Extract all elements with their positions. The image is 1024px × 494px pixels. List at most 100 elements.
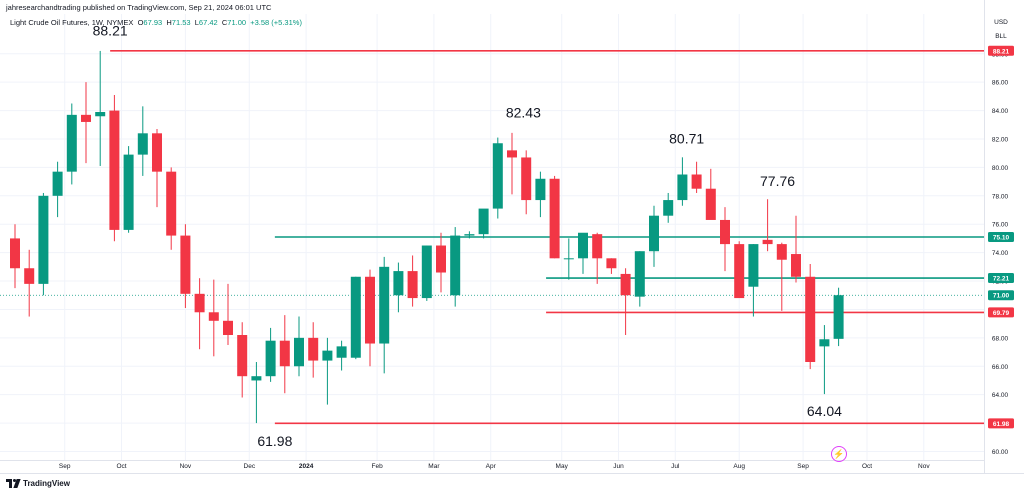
- candle-body: [237, 335, 248, 377]
- x-tick-label: Jul: [671, 463, 680, 470]
- candle-body: [606, 258, 617, 269]
- candle-body: [776, 244, 787, 260]
- candle-body: [279, 340, 290, 367]
- price-annotation: 77.76: [760, 173, 795, 189]
- candle-body: [705, 188, 716, 220]
- candle-body: [507, 150, 517, 158]
- candle-body: [421, 245, 432, 299]
- high-value: 71.53: [171, 18, 191, 27]
- x-tick-label: 2024: [299, 463, 314, 470]
- candle-body: [762, 239, 773, 245]
- x-tick-label: May: [556, 463, 569, 470]
- candle-body: [649, 215, 659, 252]
- footer-bar: TradingView: [0, 473, 1024, 494]
- candle-body: [478, 208, 489, 235]
- level-tag-label: 72.21: [993, 276, 1010, 283]
- candle-body: [450, 235, 461, 296]
- y-tick-label: 80.00: [992, 165, 1009, 172]
- y-tick-label: 78.00: [992, 193, 1009, 200]
- y-tick-label: 64.00: [992, 392, 1009, 399]
- candle-body: [24, 268, 35, 284]
- price-annotation: 80.71: [669, 130, 704, 146]
- candle-body: [308, 337, 319, 361]
- change-value: +3.58 (+5.31%): [250, 18, 302, 27]
- y-tick-label: 74.00: [992, 250, 1009, 257]
- currency-label[interactable]: USD: [994, 19, 1008, 26]
- level-tag: [988, 418, 1014, 429]
- candle-body: [365, 276, 375, 344]
- unit-label[interactable]: BLL: [995, 33, 1007, 40]
- candle-body: [436, 245, 446, 273]
- candle-body: [379, 266, 390, 344]
- candle-body: [38, 195, 49, 284]
- candle-body: [109, 110, 120, 230]
- x-tick-label: Apr: [486, 463, 497, 470]
- candle-body: [492, 143, 503, 209]
- candle-body: [322, 350, 333, 361]
- x-tick-label: Oct: [116, 463, 126, 470]
- x-tick-label: Dec: [244, 463, 256, 470]
- candle-body: [137, 133, 148, 155]
- level-tag: [988, 273, 1014, 284]
- low-value: 67.42: [198, 18, 218, 27]
- current-price-tag: [988, 290, 1014, 301]
- y-tick-label: 68.00: [992, 335, 1009, 342]
- tradingview-logo[interactable]: TradingView: [6, 479, 70, 488]
- candle-body: [166, 171, 177, 236]
- candle-body: [620, 273, 631, 296]
- candle-body: [791, 254, 801, 277]
- x-tick-label: Nov: [180, 463, 192, 470]
- x-tick-label: Nov: [918, 463, 930, 470]
- y-tick-label: 76.00: [992, 222, 1009, 229]
- candle-body: [81, 114, 91, 122]
- candle-body: [535, 178, 546, 201]
- candle-body: [549, 178, 560, 259]
- candle-body: [634, 251, 645, 297]
- candle-body: [805, 276, 816, 362]
- level-tag-label: 88.21: [993, 48, 1010, 55]
- price-annotation: 61.98: [257, 433, 292, 449]
- candle-body: [663, 200, 674, 216]
- candle-body: [95, 112, 106, 117]
- open-value: 67.93: [143, 18, 163, 27]
- price-annotation: 82.43: [506, 105, 541, 121]
- x-tick-label: Aug: [733, 463, 745, 470]
- level-tag: [988, 232, 1014, 242]
- candle-body: [180, 235, 191, 294]
- brand-name: TradingView: [23, 479, 70, 488]
- lightning-icon[interactable]: ⚡: [831, 446, 847, 462]
- chart-legend: Light Crude Oil Futures, 1W, NYMEX O67.9…: [10, 18, 302, 27]
- x-tick-label: Sep: [59, 463, 71, 470]
- candle-body: [251, 376, 262, 381]
- candle-body: [592, 234, 603, 259]
- candle-body: [464, 234, 475, 236]
- candle-body: [350, 276, 361, 358]
- high-label: H: [166, 18, 172, 27]
- candle-body: [208, 312, 219, 321]
- current-price-label: 71.00: [993, 293, 1010, 300]
- x-tick-label: Oct: [862, 463, 872, 470]
- candle-body: [123, 154, 134, 230]
- candle-body: [223, 320, 233, 336]
- tradingview-logo-icon: [6, 479, 21, 488]
- open-label: O: [137, 18, 144, 27]
- candle-body: [10, 238, 20, 269]
- close-label: C: [221, 18, 228, 27]
- y-tick-label: 82.00: [992, 136, 1009, 143]
- y-tick-label: 86.00: [992, 80, 1009, 87]
- x-tick-label: Jun: [613, 463, 624, 470]
- y-tick-label: 84.00: [992, 108, 1009, 115]
- publisher-line: jahresearchandtrading published on Tradi…: [6, 3, 272, 12]
- candle-body: [521, 157, 532, 201]
- instrument-title: Light Crude Oil Futures, 1W, NYMEX: [10, 18, 134, 27]
- price-annotation: 64.04: [807, 403, 842, 419]
- candle-body: [52, 171, 63, 196]
- candle-body: [748, 244, 759, 287]
- candle-body: [152, 133, 162, 172]
- candle-body: [734, 244, 745, 299]
- candle-body: [833, 295, 844, 339]
- candle-body: [563, 258, 574, 260]
- x-tick-label: Sep: [797, 463, 809, 470]
- candle-body: [294, 337, 304, 367]
